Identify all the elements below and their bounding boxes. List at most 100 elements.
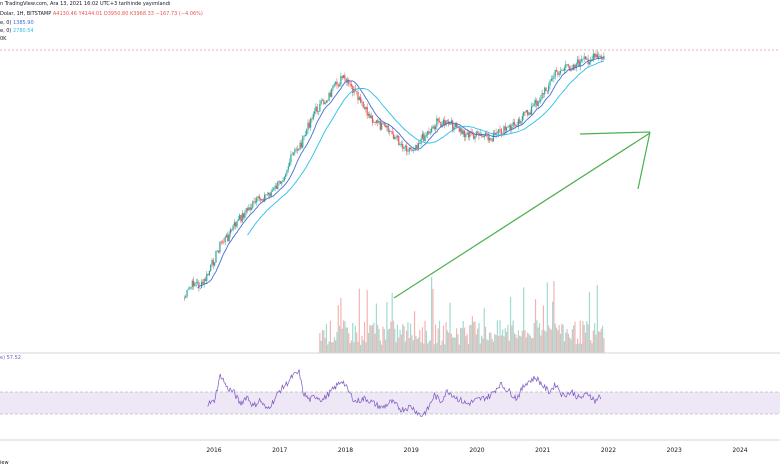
ma2-legend: e, 0) 2780.54 [0,28,34,34]
volume-bar [320,340,322,353]
volume-bar [533,323,535,353]
volume-bar [595,334,597,353]
candle-body [429,132,431,134]
volume-bar [530,338,533,353]
candle-body [321,100,324,101]
volume-bar [442,325,445,353]
candle-body [338,84,341,87]
volume-bar [357,341,359,353]
candle-body [446,120,449,122]
candle-body [417,143,420,149]
volume-bar [479,343,481,353]
volume-bar [557,330,559,353]
candle-body [406,145,408,152]
x-tick-label: 2018 [338,447,353,454]
volume-bar [507,324,509,353]
candle-body [349,83,351,85]
candle-body [576,59,579,64]
candle-body [331,88,333,97]
volume-bar [394,328,396,353]
volume-bar [576,338,579,353]
volume-bar [529,335,531,353]
candle-body [523,111,525,117]
candle-body [270,191,272,197]
candle-body [599,55,601,57]
ma1-legend: e, 0) 1385.90 [0,20,34,26]
candle-body [348,79,350,84]
volume-bar [448,332,450,353]
volume-bar [544,330,546,353]
candle-body [442,119,445,125]
volume-bar [437,328,439,353]
volume-bar [408,337,410,353]
volume-bar [419,329,421,353]
candle-body [186,289,188,297]
candle-body [421,133,424,139]
candle-body [336,81,338,85]
candle-body [224,237,226,242]
volume-bar [491,338,493,353]
volume-bar [584,332,587,353]
candle-body [473,133,475,139]
volume-bar [600,328,602,353]
candle-body [357,91,359,101]
ohlc-close: K3968.33 [130,11,154,17]
ma-fast-line [197,56,605,289]
candle-body [394,136,396,140]
volume-pane [319,276,605,353]
candle-body [424,135,426,141]
volume-bar [378,329,380,353]
candle-body [360,97,362,103]
candle-body [381,122,383,130]
candle-body [431,128,433,133]
candle-body [283,176,285,181]
candle-body [278,181,280,182]
volume-bar [438,320,441,353]
volume-bar [338,325,341,353]
candle-body [285,173,287,177]
volume-bar [483,308,485,353]
candle-body [303,136,305,137]
volume-bar [353,342,355,353]
candle-body [273,187,275,191]
candle-body [385,125,387,128]
candle-body [191,280,193,288]
rsi-value: 57.52 [6,355,21,361]
candle-body [409,147,412,150]
rsi-band [0,392,780,414]
candle-body [350,84,353,87]
candle-body [325,100,328,103]
candle-body [329,92,331,97]
candle-body [567,64,569,67]
volume-bar [319,332,321,353]
volume-bar [352,322,354,353]
candle-body [541,93,543,99]
candle-body [319,103,321,112]
rsi-label: e) [0,355,6,361]
volume-bar [361,335,363,353]
candle-body [215,250,217,263]
candle-body [437,118,439,121]
volume-bar [567,333,569,353]
candle-body [486,132,488,134]
candle-body [317,111,320,112]
candle-body [534,100,537,104]
candle-body [382,122,384,124]
x-tick-label: 2017 [272,447,287,454]
candle-body [536,100,538,106]
volume-bar [487,340,489,353]
volume-bar [573,325,575,353]
volume-bar [382,326,384,353]
volume-legend: 0K [0,36,7,42]
candle-body [423,133,425,141]
candle-body [527,110,529,115]
candle-body [453,126,455,131]
candle-body [484,132,487,136]
volume-bar [549,328,551,353]
candle-body [324,102,326,105]
volume-bar [516,338,518,353]
volume-bar [555,327,558,353]
volume-bar [498,335,500,353]
candle-body [200,281,203,288]
candle-body [202,281,204,284]
